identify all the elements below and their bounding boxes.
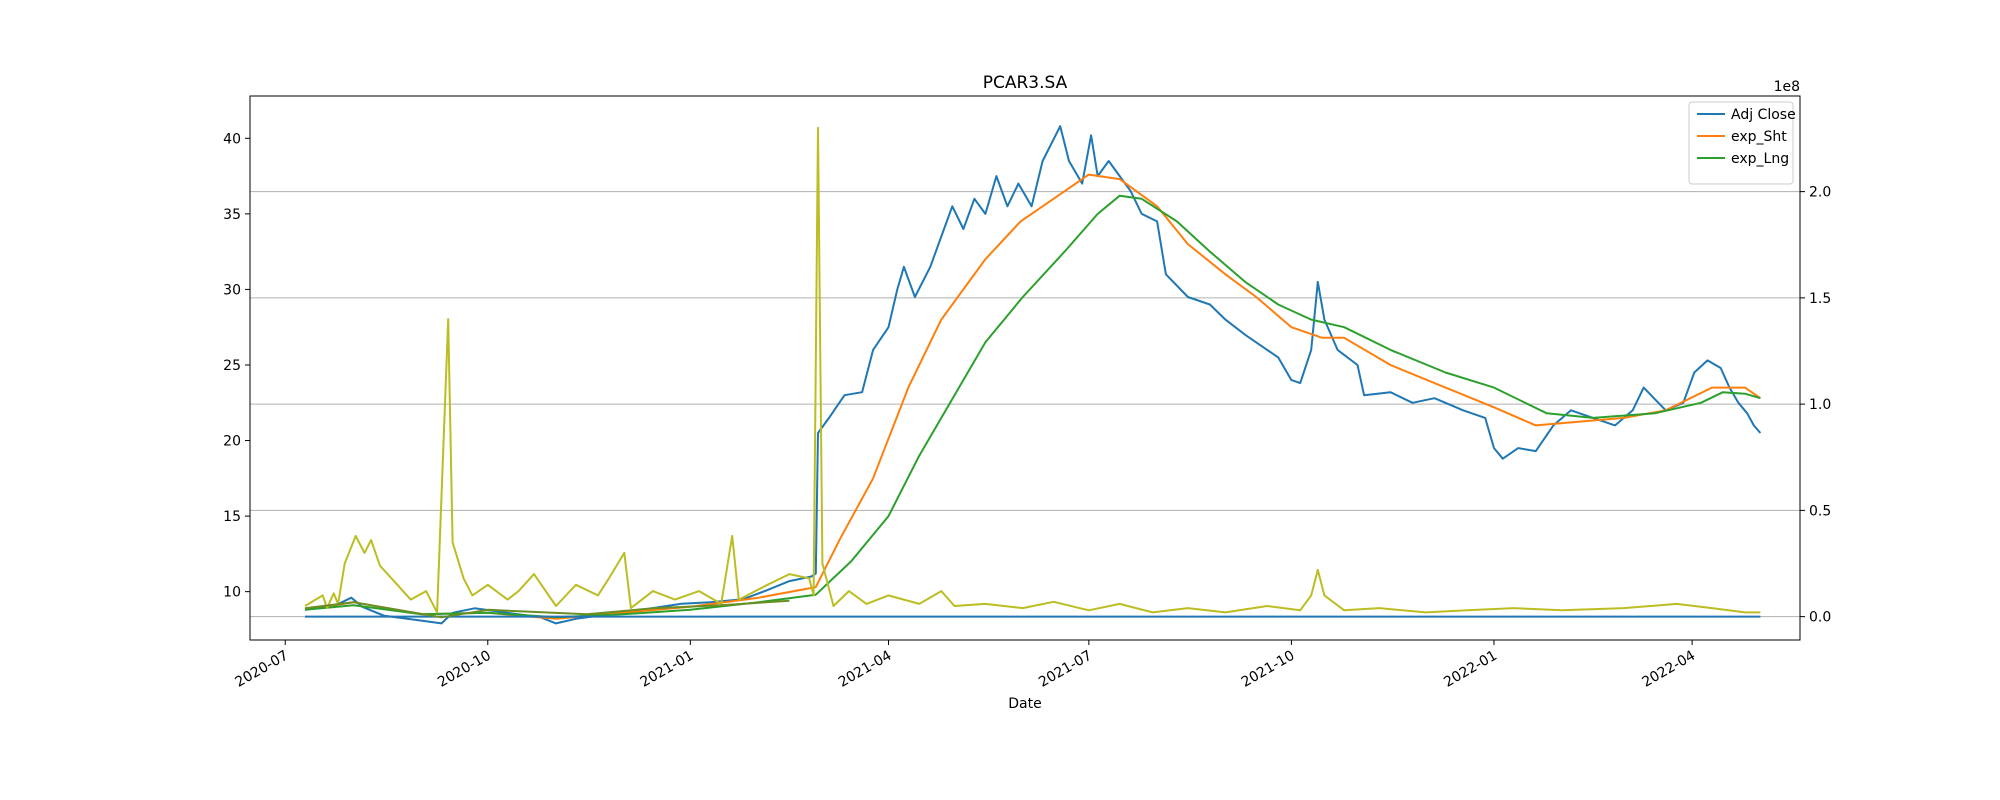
series-line-unlabeled xyxy=(304,126,1761,614)
y2-tick-label: 0.5 xyxy=(1809,503,1831,519)
plot-frame xyxy=(249,95,1801,641)
y-tick-label: 30 xyxy=(223,282,241,298)
y2-offset-label: 1e8 xyxy=(1774,79,1800,95)
y-tick-label: 15 xyxy=(223,509,241,525)
legend-label: exp_Lng xyxy=(1731,151,1789,167)
series-line-unlabeled xyxy=(304,599,790,619)
series-line-exp-sht xyxy=(304,173,1761,620)
legend-label: Adj Close xyxy=(1731,107,1796,123)
y-right-axis: 0.0 0.5 1.0 1.5 2.0 xyxy=(1800,185,1831,626)
y-tick-label: 40 xyxy=(223,131,241,147)
y-tick-label: 20 xyxy=(223,434,241,450)
legend-label: exp_Sht xyxy=(1731,129,1787,145)
legend-box xyxy=(1688,101,1794,185)
y2-tick-label: 1.5 xyxy=(1809,291,1831,307)
series-layer xyxy=(304,125,1762,625)
y-tick-label: 25 xyxy=(223,358,241,374)
y2-tick-label: 0.0 xyxy=(1809,610,1831,626)
x-axis-title: Date xyxy=(1008,696,1041,712)
y-left-axis: 10 15 20 25 30 35 40 xyxy=(223,131,250,601)
y-tick-label: 10 xyxy=(223,585,241,601)
y2-tick-label: 2.0 xyxy=(1809,185,1831,201)
series-line-adj-close xyxy=(304,125,1762,625)
y2-tick-label: 1.0 xyxy=(1809,397,1831,413)
series-line-exp-lng xyxy=(304,194,1761,619)
legend: Adj Close exp_Sht exp_Lng xyxy=(1688,101,1796,185)
chart-title: PCAR3.SA xyxy=(983,73,1068,93)
y-tick-label: 35 xyxy=(223,207,241,223)
